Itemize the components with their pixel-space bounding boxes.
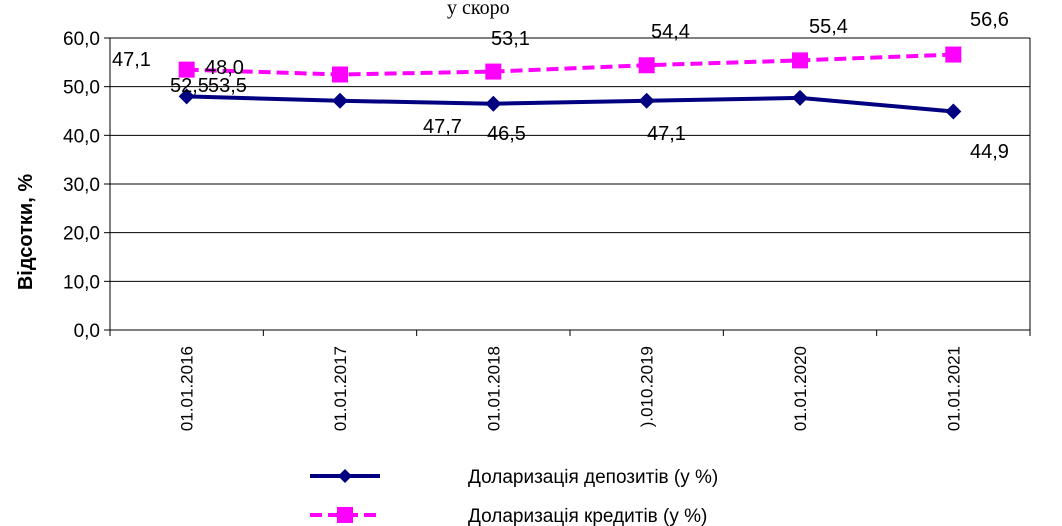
data-point-square	[178, 61, 195, 78]
y-tick-label: 0,0	[74, 321, 100, 342]
y-tick-label: 30,0	[63, 175, 100, 196]
data-point-diamond	[638, 92, 655, 109]
data-label: 47,7	[423, 116, 462, 138]
y-tick-label: 20,0	[63, 224, 100, 245]
x-tick-label: 01.01.2018	[484, 346, 503, 431]
series-line-1	[186, 52, 954, 77]
data-point-square	[638, 57, 655, 74]
y-tick-label: 60,0	[63, 29, 100, 50]
data-point-square	[945, 46, 962, 63]
legend-item-deposits: Доларизація депозитів (у %)	[310, 467, 718, 488]
x-tick-labels: 01.01.2016 01.01.2017 01.01.2018 ).010.2019…	[178, 346, 964, 431]
x-tick-label: 01.01.2017	[331, 346, 350, 431]
data-label: 54,4	[651, 21, 690, 43]
legend-label-loans: Доларизація кредитів (у %)	[468, 506, 707, 526]
x-tick-label: 01.01.2016	[178, 346, 197, 431]
y-tick-label: 10,0	[63, 272, 100, 293]
data-label: 47,1	[112, 49, 151, 71]
data-label: 56,6	[970, 9, 1009, 31]
legend-label-deposits: Доларизація депозитів (у %)	[468, 467, 718, 488]
series-line-0	[186, 94, 954, 114]
chart-title-fragment: у скоро	[447, 0, 510, 19]
x-tick-label: ).010.2019	[638, 346, 657, 427]
data-label: 44,9	[970, 141, 1009, 163]
data-label: 53,1	[491, 28, 530, 50]
data-point-diamond	[332, 92, 348, 109]
legend-marker-square	[337, 507, 353, 523]
gridlines	[104, 37, 1030, 331]
y-axis-label: Відсотки, %	[15, 174, 37, 290]
data-label: 53,5	[208, 75, 247, 97]
series-layer	[178, 46, 962, 120]
data-point-square	[485, 63, 502, 80]
x-axis	[109, 38, 1031, 336]
x-tick-label: 01.01.2020	[791, 346, 810, 431]
x-tick-label: 01.01.2021	[944, 346, 963, 431]
data-point-diamond	[178, 88, 195, 105]
data-label: 52,5	[170, 75, 209, 97]
data-point-square	[792, 52, 808, 69]
y-tick-label: 50,0	[63, 78, 100, 99]
data-point-diamond	[485, 95, 502, 112]
data-point-diamond	[945, 103, 962, 120]
data-label: 48,0	[205, 57, 244, 79]
data-labels: 47,1 52,5 53,5 48,0 53,1 54,4 55,4 56,6 …	[112, 9, 1009, 163]
data-label: 47,1	[647, 123, 686, 145]
data-point-square	[332, 66, 348, 83]
legend: Доларизація депозитів (у %) Доларизація …	[310, 467, 718, 526]
data-label: 46,5	[487, 123, 526, 145]
y-tick-labels: 0,0 10,0 20,0 30,0 40,0 50,0 60,0	[63, 29, 100, 342]
data-point-diamond	[792, 89, 808, 106]
legend-item-loans: Доларизація кредитів (у %)	[310, 506, 707, 526]
legend-marker-diamond	[338, 469, 352, 483]
data-label: 55,4	[809, 16, 848, 38]
y-tick-label: 40,0	[63, 126, 100, 147]
